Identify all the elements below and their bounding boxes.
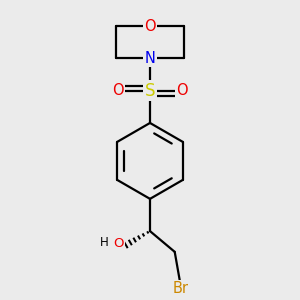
- Text: N: N: [145, 51, 155, 66]
- Text: O: O: [112, 83, 123, 98]
- Text: O: O: [113, 237, 124, 250]
- Text: H: H: [100, 236, 109, 249]
- Text: Br: Br: [172, 281, 188, 296]
- Text: S: S: [145, 82, 155, 100]
- Text: O: O: [144, 19, 156, 34]
- Text: O: O: [177, 83, 188, 98]
